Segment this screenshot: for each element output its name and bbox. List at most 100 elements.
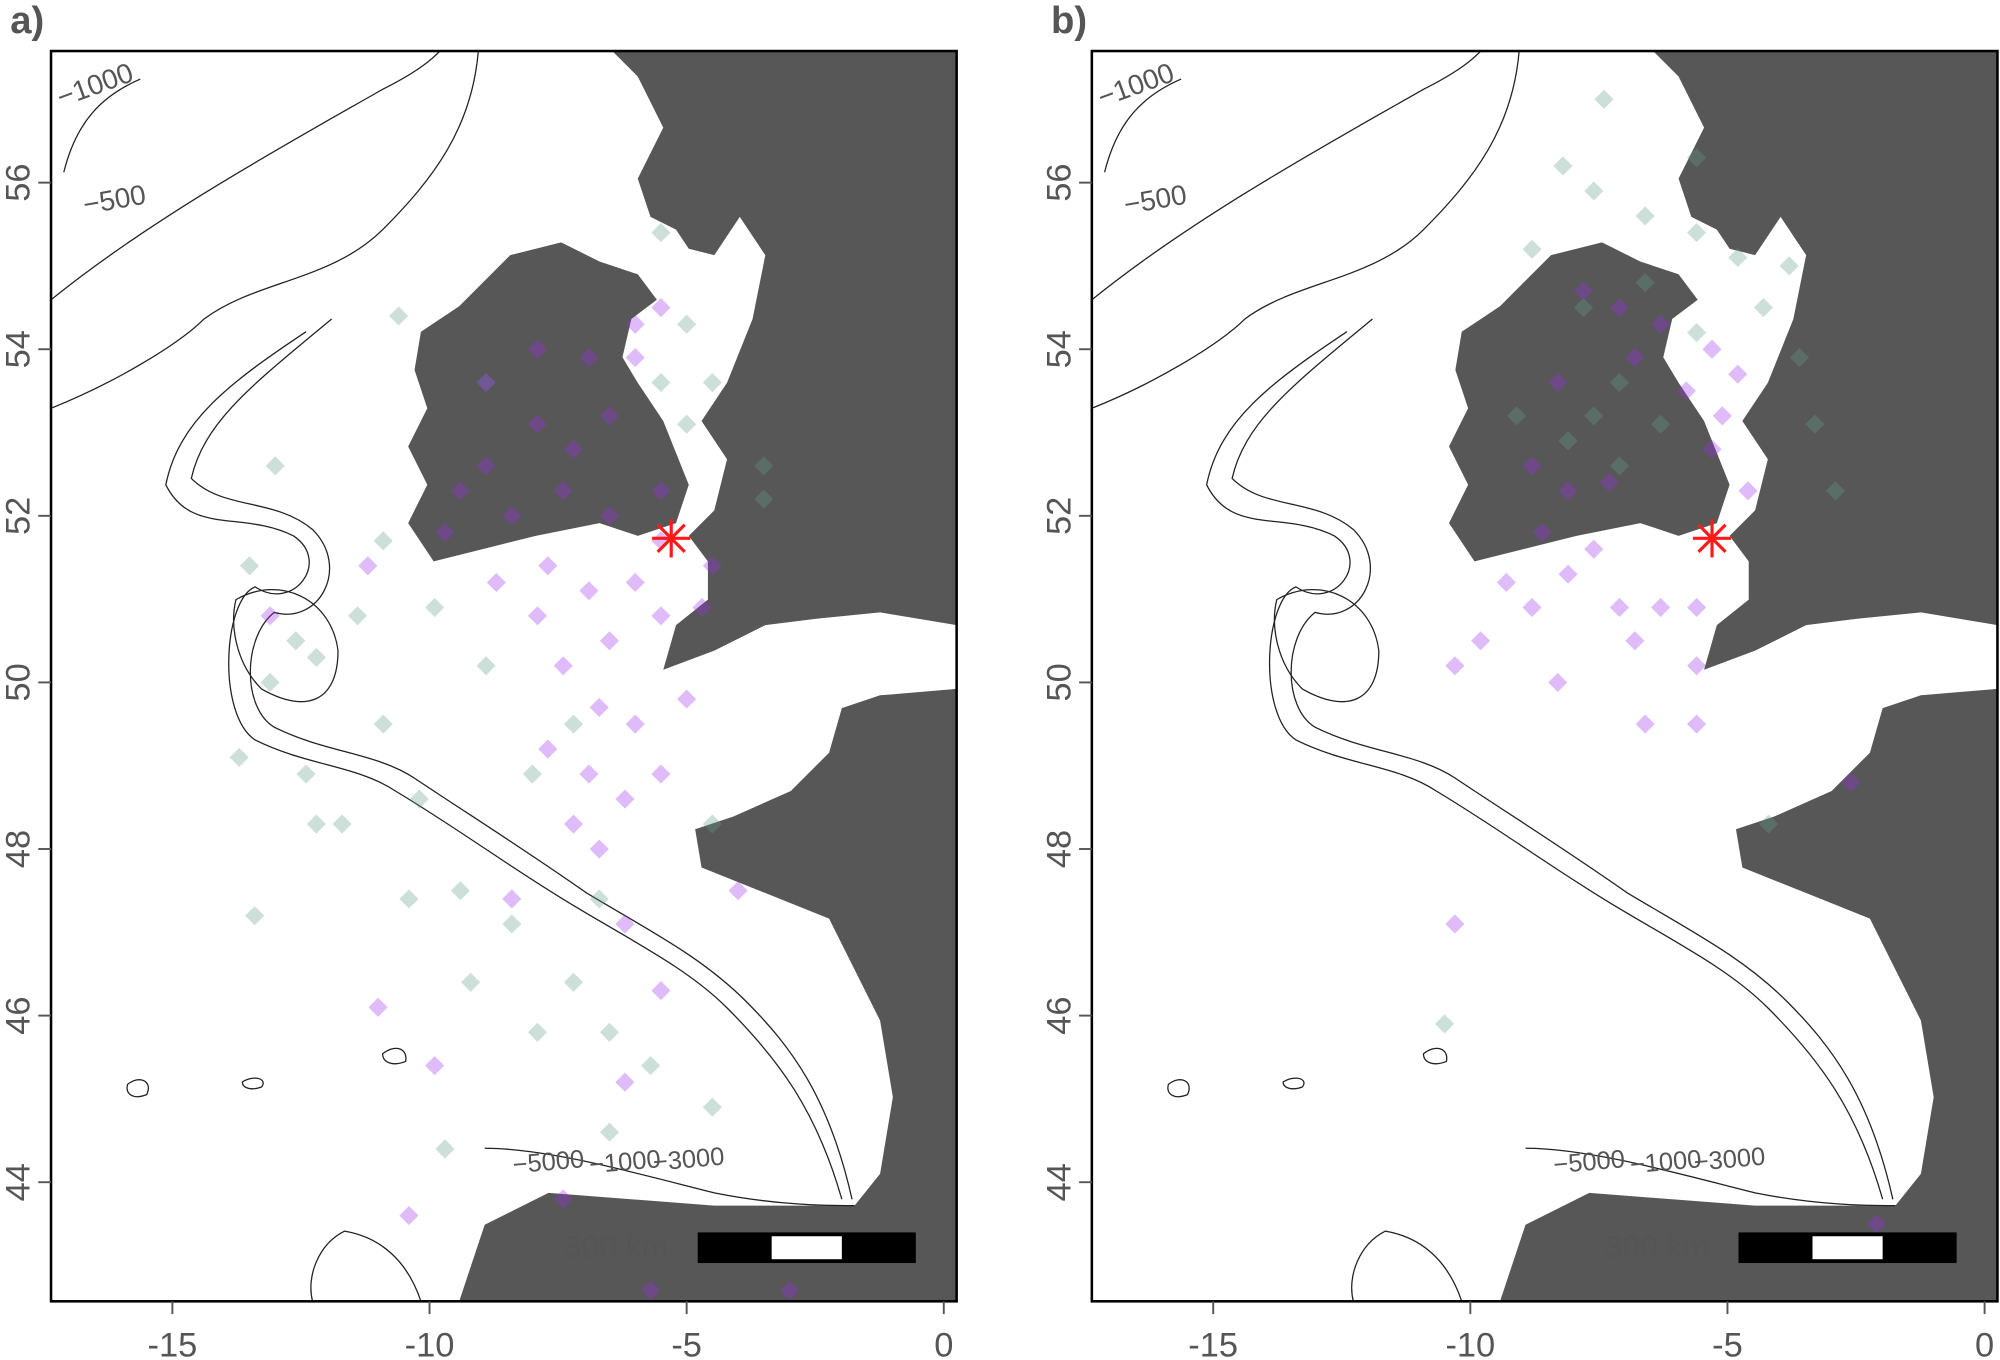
x-tick-label: -5 — [671, 1326, 702, 1360]
point — [1651, 314, 1671, 334]
point — [1789, 347, 1810, 368]
point — [1759, 814, 1779, 834]
point — [1584, 539, 1604, 559]
point — [1753, 298, 1774, 318]
point — [1651, 597, 1671, 618]
site-marker — [652, 519, 691, 558]
point — [260, 672, 280, 692]
point — [1548, 672, 1568, 692]
contour-label: −500 — [1121, 179, 1189, 221]
point — [245, 906, 265, 926]
point — [1635, 206, 1655, 226]
x-tick-label: -15 — [1188, 1326, 1238, 1360]
y-tick-label: 54 — [1040, 330, 1078, 368]
site-marker — [1692, 519, 1732, 558]
point — [677, 689, 697, 709]
point — [589, 889, 609, 909]
point — [1558, 564, 1578, 584]
point — [522, 764, 542, 784]
point — [1553, 156, 1573, 176]
point — [425, 597, 445, 618]
point — [486, 572, 506, 593]
y-tick-label: 50 — [1040, 663, 1078, 701]
point — [702, 1097, 722, 1117]
point — [1825, 481, 1846, 501]
panel-label: b) — [1051, 0, 1087, 42]
point — [651, 606, 671, 626]
point — [1445, 656, 1465, 676]
point — [347, 606, 368, 626]
point — [579, 581, 599, 601]
x-tick-label: -5 — [1712, 1326, 1743, 1360]
y-tick-label: 46 — [1040, 996, 1078, 1034]
point — [373, 531, 393, 551]
point — [625, 347, 645, 368]
point — [615, 914, 635, 934]
contour-label: −1000 — [588, 1145, 662, 1179]
point — [260, 606, 280, 626]
point — [702, 372, 722, 393]
point — [1594, 89, 1614, 109]
point — [1702, 339, 1722, 359]
point — [641, 1056, 661, 1076]
point — [239, 556, 260, 576]
point — [599, 631, 620, 651]
point — [399, 889, 419, 909]
point — [476, 456, 496, 476]
point — [527, 339, 548, 359]
point — [450, 481, 470, 501]
point — [1445, 914, 1465, 934]
point — [754, 489, 774, 509]
point — [265, 456, 285, 476]
point — [527, 1022, 548, 1042]
point — [615, 789, 635, 809]
point — [677, 314, 697, 334]
point — [1779, 256, 1799, 276]
point — [332, 814, 352, 834]
point — [435, 522, 455, 543]
y-tick-label: 44 — [1040, 1163, 1078, 1201]
point — [625, 714, 645, 734]
point — [1728, 364, 1748, 384]
contour-label: −1000 — [1629, 1145, 1703, 1179]
point — [1687, 656, 1707, 676]
point — [1651, 414, 1671, 434]
point — [286, 631, 306, 651]
contour-label: −3000 — [1693, 1143, 1767, 1177]
point — [435, 1139, 455, 1159]
point — [461, 972, 481, 992]
point — [1548, 372, 1568, 393]
map-area: −1000−500−5000 −1000−3000 — [1091, 51, 1998, 1302]
plot-frame — [1090, 49, 1999, 1303]
point — [651, 981, 671, 1001]
point — [1738, 481, 1758, 501]
point — [1702, 439, 1722, 459]
point — [425, 1056, 445, 1076]
panel-label: a) — [10, 0, 44, 42]
contour-label: −1000 — [53, 57, 138, 113]
point — [563, 814, 584, 834]
point — [1471, 631, 1491, 651]
point — [1584, 406, 1604, 426]
point — [1635, 714, 1655, 734]
point — [502, 889, 522, 909]
point — [1712, 406, 1732, 426]
y-tick-label: 50 — [0, 663, 37, 701]
point — [615, 1072, 635, 1092]
point — [589, 839, 609, 859]
point — [1625, 631, 1645, 651]
point — [1558, 481, 1578, 501]
y-tick-label: 46 — [0, 996, 38, 1034]
point — [553, 656, 573, 676]
y-tick-label: 56 — [1040, 163, 1078, 201]
point — [1687, 223, 1707, 243]
point — [538, 739, 558, 759]
y-tick-label: 52 — [0, 497, 37, 535]
point — [502, 914, 522, 934]
point — [754, 456, 774, 476]
x-tick-label: -15 — [147, 1326, 197, 1360]
point — [1687, 148, 1707, 168]
